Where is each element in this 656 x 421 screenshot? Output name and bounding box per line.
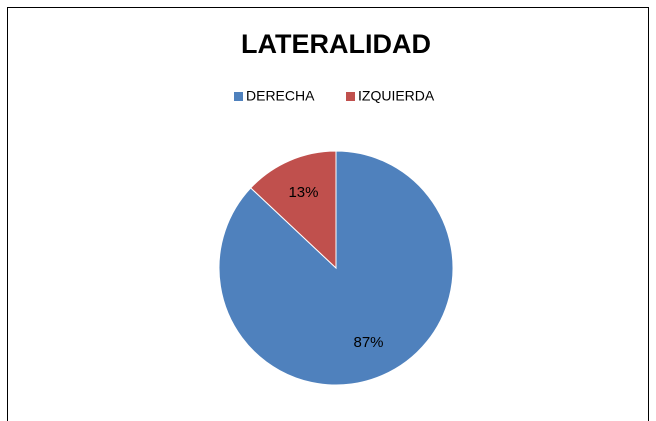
data-label: 13%	[288, 184, 318, 201]
legend-label: IZQUIERDA	[358, 88, 435, 104]
pie-slice	[250, 150, 337, 270]
chart-title: LATERALIDAD	[241, 29, 431, 59]
legend-swatch	[234, 92, 243, 101]
data-label: 87%	[354, 334, 384, 351]
legend-swatch	[346, 92, 355, 101]
legend-label: DERECHA	[246, 88, 315, 104]
